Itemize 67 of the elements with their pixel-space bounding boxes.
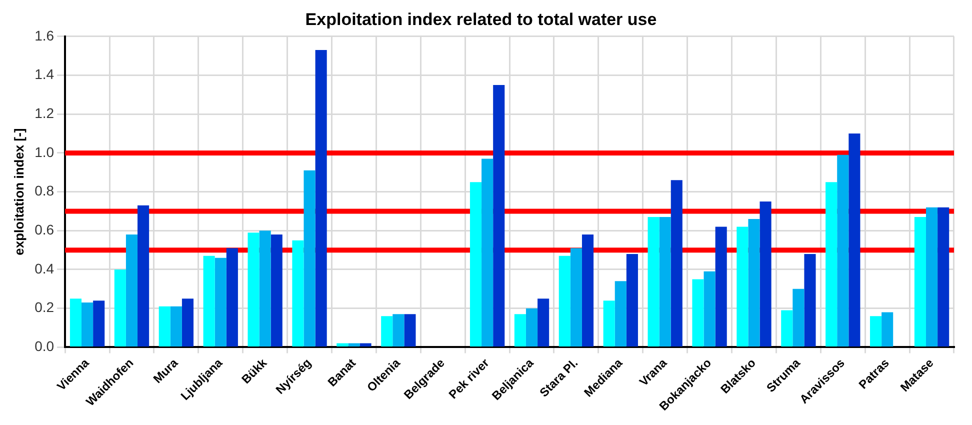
y-tick-label: 0.2 (34, 299, 54, 316)
bar (514, 314, 526, 346)
bar (748, 218, 760, 346)
y-tick-label: 1.2 (34, 104, 54, 121)
bar (114, 269, 126, 346)
y-tick-label: 1.0 (34, 144, 54, 160)
bar (315, 50, 327, 346)
bar (248, 232, 260, 346)
y-tick-label: 0.8 (34, 182, 54, 199)
y-tick-label: 0.6 (34, 222, 54, 238)
bar (526, 308, 538, 346)
bar (704, 271, 716, 346)
bar (381, 316, 393, 346)
y-tick-label: 0.4 (34, 260, 54, 276)
bar (392, 314, 404, 346)
chart-title: Exploitation index related to total water use (305, 10, 657, 29)
bar (360, 343, 372, 346)
bar (214, 258, 226, 346)
bar (870, 316, 882, 346)
bar (614, 281, 626, 346)
bar (493, 84, 505, 346)
y-tick-label: 1.6 (34, 27, 54, 44)
bar (93, 300, 105, 346)
bar (182, 298, 194, 346)
bar (170, 306, 182, 346)
bar (804, 254, 816, 346)
bar (914, 217, 926, 346)
bar (882, 312, 894, 346)
bar (82, 302, 94, 346)
y-axis-title: exploitation index [-] (11, 128, 26, 256)
bar (482, 158, 494, 346)
bar (648, 217, 660, 346)
bar (538, 298, 550, 346)
bar (158, 306, 170, 346)
bar (404, 314, 416, 346)
bar (926, 207, 938, 346)
bar (304, 170, 316, 346)
bar (715, 226, 727, 346)
bar (138, 205, 150, 346)
bar (348, 343, 360, 346)
bar (603, 300, 615, 346)
y-tick-label: 0.0 (34, 338, 54, 354)
bar (659, 217, 671, 346)
bar (736, 226, 748, 346)
bar (692, 279, 704, 346)
bar (826, 182, 838, 346)
bar (670, 180, 682, 346)
bar (126, 234, 138, 346)
bar (792, 288, 804, 346)
bar (837, 154, 849, 346)
bar (259, 230, 271, 346)
y-tick-label: 1.4 (34, 66, 54, 82)
bar (203, 256, 215, 346)
bar (70, 298, 82, 346)
bar (292, 240, 304, 346)
bar (226, 248, 238, 346)
bar (938, 207, 950, 346)
bar (626, 254, 638, 346)
bar (570, 248, 582, 346)
bar (760, 202, 772, 346)
bar (848, 134, 860, 346)
bar (582, 234, 594, 346)
bar (470, 182, 482, 346)
bar (781, 310, 793, 346)
bar (558, 256, 570, 346)
bar (336, 343, 348, 346)
bar (270, 234, 282, 346)
